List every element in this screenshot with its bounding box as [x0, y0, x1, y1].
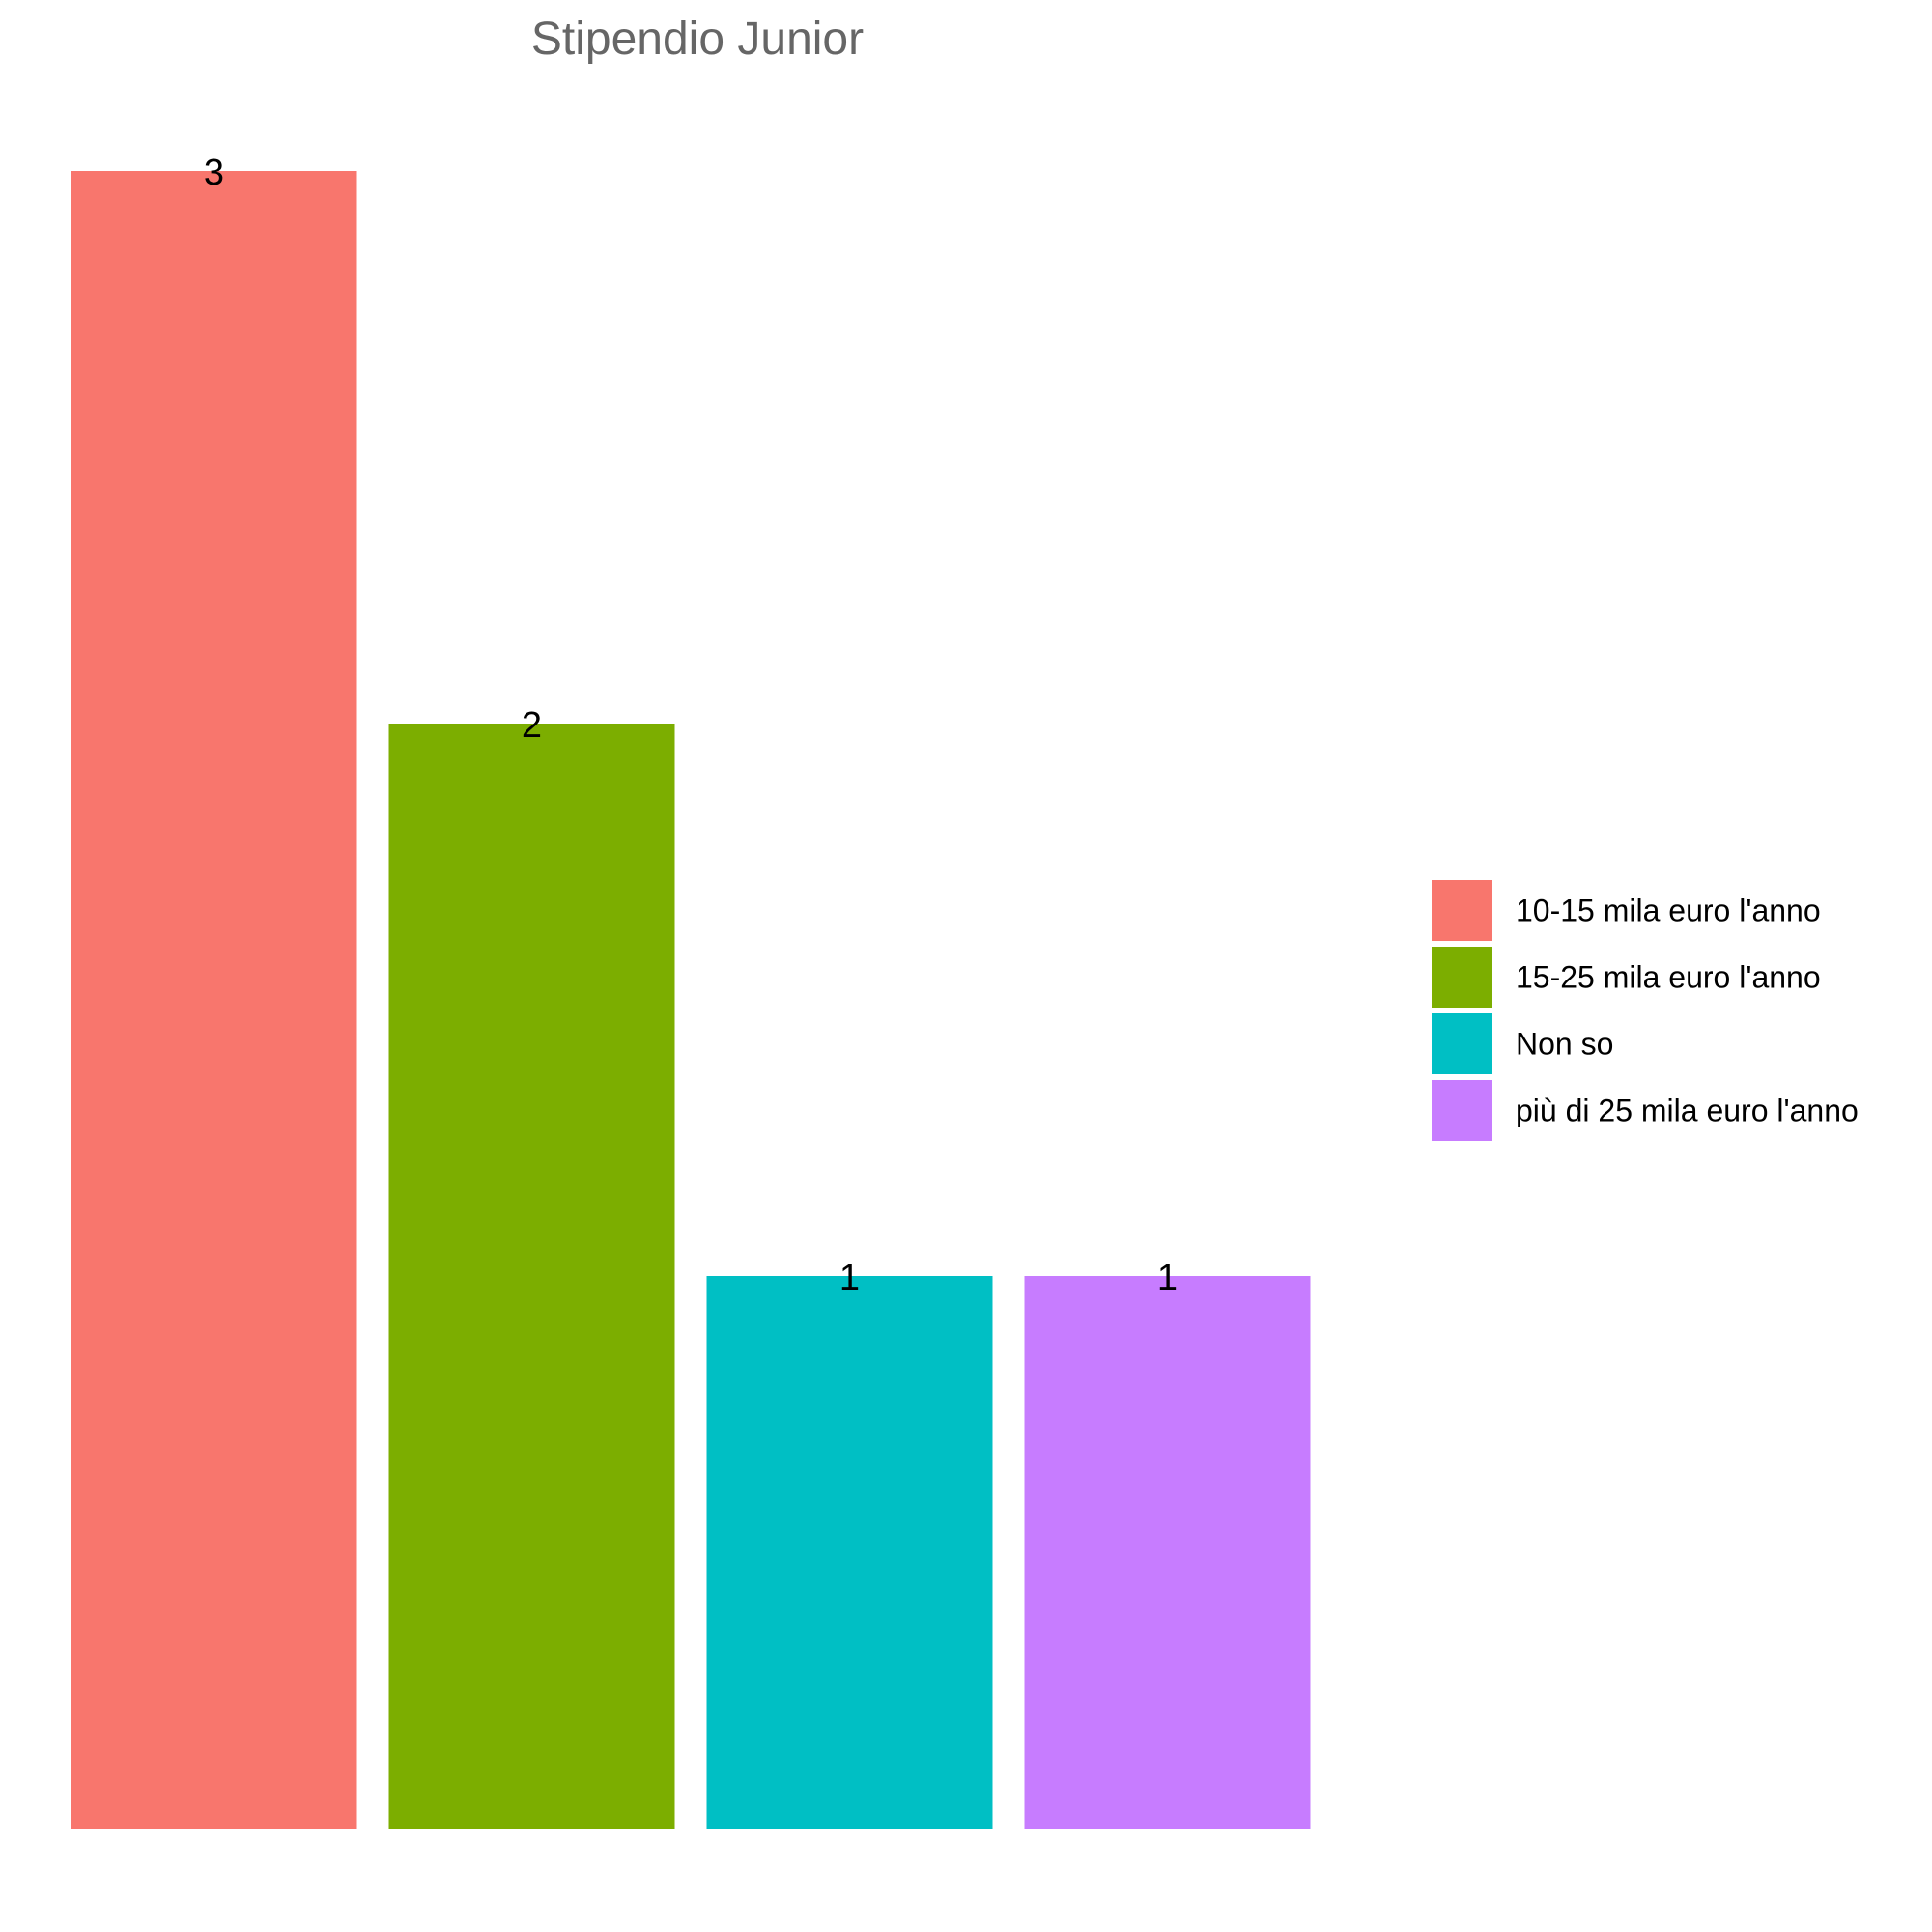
data-labels-layer: 3 2 1 1 — [204, 153, 1178, 1298]
legend-key-1 — [1432, 880, 1492, 941]
legend: 10-15 mila euro l'anno 15-25 mila euro l'… — [1432, 880, 1859, 1141]
legend-label-2: 15-25 mila euro l'anno — [1516, 960, 1821, 995]
bar-3 — [706, 1276, 993, 1829]
chart-title: Stipendio Junior — [531, 14, 864, 65]
bar-value-label-3: 1 — [839, 1258, 860, 1298]
legend-key-4 — [1432, 1080, 1492, 1141]
legend-label-1: 10-15 mila euro l'anno — [1516, 894, 1821, 928]
legend-label-4: più di 25 mila euro l'anno — [1516, 1094, 1859, 1128]
bar-value-label-2: 2 — [522, 705, 542, 746]
legend-key-3 — [1432, 1013, 1492, 1074]
bar-4 — [1024, 1276, 1311, 1829]
legend-key-2 — [1432, 947, 1492, 1008]
bar-1 — [71, 171, 357, 1829]
bar-value-label-1: 3 — [204, 153, 224, 193]
bar-2 — [388, 724, 675, 1829]
bar-value-label-4: 1 — [1157, 1258, 1178, 1298]
legend-label-3: Non so — [1516, 1027, 1613, 1062]
bars-layer — [71, 171, 1311, 1829]
